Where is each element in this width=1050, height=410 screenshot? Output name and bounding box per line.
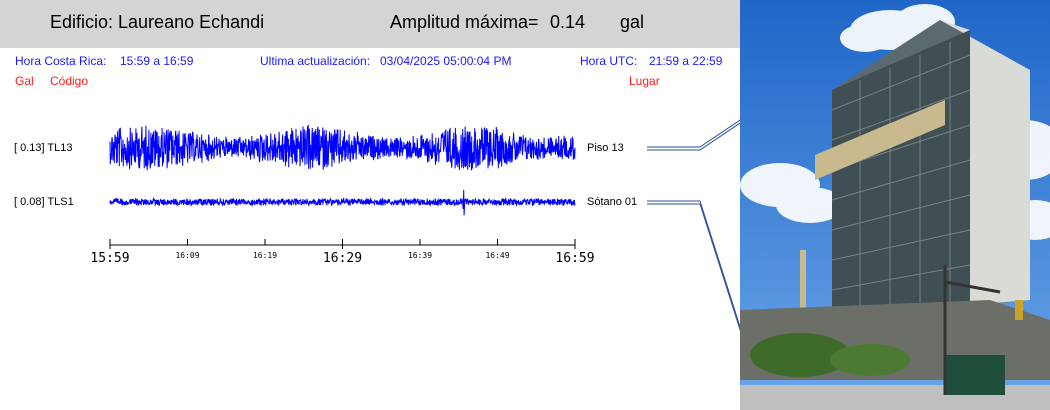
x-tick-label: 16:09	[175, 251, 199, 260]
trace-line-tls1	[109, 189, 576, 216]
leader-line	[647, 122, 740, 151]
x-tick-label: 16:29	[323, 251, 362, 266]
building-title: Edificio: Laureano Echandi	[50, 12, 265, 32]
utc-time-label: Hora UTC:	[580, 54, 638, 68]
trace-left-label-tl13: [ 0.13] TL13	[14, 142, 73, 154]
gal-column-label: Gal	[15, 74, 34, 88]
x-tick-label: 16:59	[555, 251, 594, 266]
place-column-label: Lugar	[629, 74, 660, 88]
x-tick-label: 16:19	[253, 251, 277, 260]
trace-place-label-tls1: Sótano 01	[587, 196, 638, 208]
building-photo	[740, 0, 1050, 410]
x-tick-label: 16:49	[485, 251, 509, 260]
local-time-range: 15:59 a 16:59	[120, 54, 194, 68]
local-time-label: Hora Costa Rica:	[15, 54, 107, 68]
update-label: Ultima actualización:	[260, 54, 371, 68]
leader-line	[647, 200, 740, 329]
code-column-label: Código	[50, 74, 89, 88]
trace-left-label-tls1: [ 0.08] TLS1	[14, 196, 74, 208]
utc-time-range: 21:59 a 22:59	[649, 54, 723, 68]
amplitude-value: 0.14	[550, 12, 586, 32]
x-tick-label: 16:39	[408, 251, 432, 260]
amplitude-unit: gal	[620, 12, 645, 32]
amplitude-label: Amplitud máxima=	[390, 12, 539, 32]
trace-line-tl13	[109, 124, 576, 171]
leader-line	[647, 203, 740, 332]
x-tick-label: 15:59	[90, 251, 129, 266]
update-value: 03/04/2025 05:00:04 PM	[380, 54, 512, 68]
leader-line	[647, 119, 740, 148]
seismograph-chart: 15:59 16:09 16:19 16:29 16:39 16:49 16:59	[90, 119, 740, 332]
header-bar: Edificio: Laureano Echandi Amplitud máxi…	[0, 0, 740, 48]
trace-place-label-tl13: Piso 13	[587, 142, 624, 154]
